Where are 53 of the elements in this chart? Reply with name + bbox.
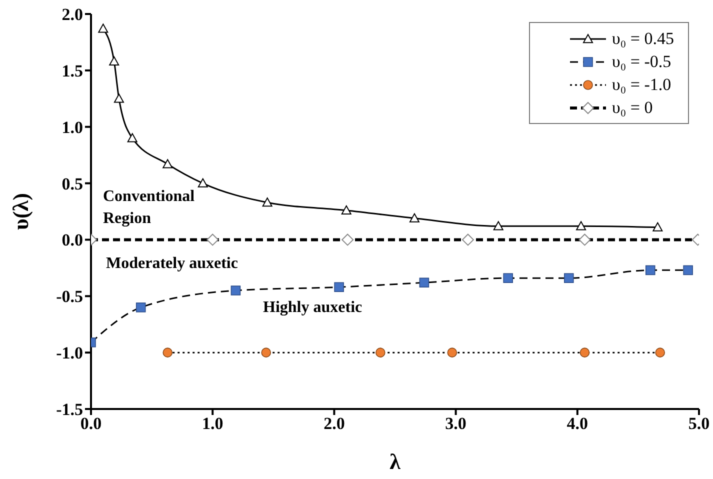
- point: [206, 234, 219, 246]
- annotation: Highly auxetic: [263, 298, 362, 318]
- point: [162, 348, 173, 358]
- point: [645, 265, 656, 276]
- point: [136, 302, 146, 312]
- y-tick-label: 0.5: [62, 174, 83, 194]
- annotation: Conventional Region: [103, 187, 196, 229]
- point: [127, 133, 138, 142]
- x-tick-label: 2.0: [324, 414, 345, 434]
- point: [655, 348, 665, 358]
- point: [262, 197, 272, 207]
- y-tick-label: 1.5: [62, 61, 83, 80]
- y-axis-title: υ(λ): [8, 193, 33, 230]
- y-tick-label: 2.0: [62, 5, 83, 24]
- point: [578, 234, 591, 246]
- x-tick-label: 5.0: [688, 414, 710, 434]
- point: [230, 286, 241, 296]
- y-tick-label: 1.0: [62, 118, 83, 137]
- point: [114, 94, 124, 103]
- point: [376, 348, 386, 358]
- y-tick-label: -1.0: [56, 344, 83, 363]
- x-tick-label: 4.0: [566, 414, 588, 434]
- annotation: Moderately auxetic: [106, 254, 238, 274]
- point: [98, 24, 108, 33]
- y-tick-label: -1.5: [56, 400, 83, 420]
- point: [462, 234, 474, 246]
- point: [109, 56, 120, 66]
- legend-label: υ₀ = 0.45: [612, 28, 674, 48]
- x-tick-label: 0.0: [80, 414, 102, 434]
- point: [419, 278, 430, 288]
- point: [447, 348, 458, 358]
- y-tick-label: 0.0: [62, 230, 83, 250]
- point: [652, 222, 663, 232]
- point: [162, 159, 173, 168]
- x-tick-label: 1.0: [202, 414, 224, 434]
- x-axis-title: λ: [390, 449, 401, 474]
- legend-label: υ₀ = -1.0: [612, 74, 672, 94]
- point: [341, 205, 352, 214]
- point: [564, 273, 574, 283]
- point: [261, 348, 272, 358]
- point: [576, 221, 586, 230]
- legend-label: υ₀ = -0.5: [612, 52, 672, 72]
- point: [503, 273, 513, 283]
- legend-label: υ₀ = 0: [612, 98, 653, 118]
- point: [334, 282, 344, 292]
- point: [493, 221, 504, 230]
- point: [683, 265, 693, 276]
- point: [342, 234, 354, 246]
- point: [580, 348, 590, 358]
- y-tick-label: -0.5: [56, 287, 83, 306]
- point: [198, 178, 208, 188]
- x-tick-label: 3.0: [445, 414, 466, 434]
- point: [409, 213, 420, 222]
